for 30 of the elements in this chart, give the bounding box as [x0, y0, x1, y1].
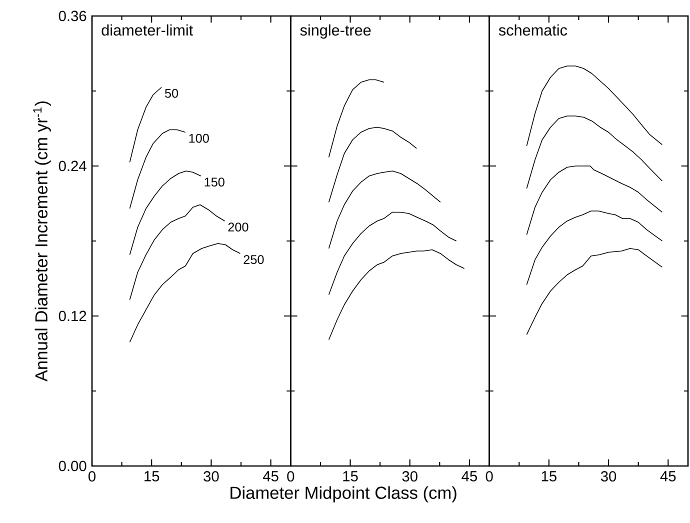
- x-tick-label: 0: [88, 471, 96, 482]
- chart-title: diameter-limit: [102, 24, 194, 36]
- annotation: 100: [189, 134, 209, 143]
- x-tick-label: 15: [144, 471, 160, 482]
- text: single-tree: [300, 24, 371, 39]
- line-series: [129, 129, 186, 209]
- x-tick-label: 30: [402, 471, 418, 482]
- y-axis-title: Annual Diameter Increment (cm yr$^{-1}$): [33, 101, 51, 382]
- annotation: 250: [244, 255, 264, 264]
- annotation: 150: [204, 178, 224, 187]
- line-series: [129, 86, 162, 163]
- x-tick-label: 15: [542, 471, 556, 482]
- y-tick-label: 0.00: [58, 460, 86, 472]
- x-axis-title: Diameter Midpoint Class (cm): [230, 486, 456, 502]
- x-tick-label: 15: [343, 471, 358, 482]
- line-series: [129, 170, 202, 256]
- y-tick-label: 0.24: [58, 160, 86, 172]
- chart-title: schematic: [498, 24, 568, 36]
- y-tick-label: 0.36: [58, 10, 86, 22]
- x-tick-label: 0: [486, 471, 493, 482]
- annotation: 50: [164, 88, 178, 98]
- x-tick-label: 30: [204, 471, 219, 482]
- x-tick-label: 45: [462, 471, 477, 482]
- y-tick-label: 0.12: [58, 310, 86, 322]
- x-tick-label: 0: [287, 471, 294, 482]
- x-tick-label: 30: [600, 471, 616, 482]
- x-tick-label: 45: [660, 471, 676, 482]
- x-tick-label: 45: [262, 471, 278, 482]
- line-series: [129, 204, 226, 300]
- annotation: 200: [228, 222, 248, 232]
